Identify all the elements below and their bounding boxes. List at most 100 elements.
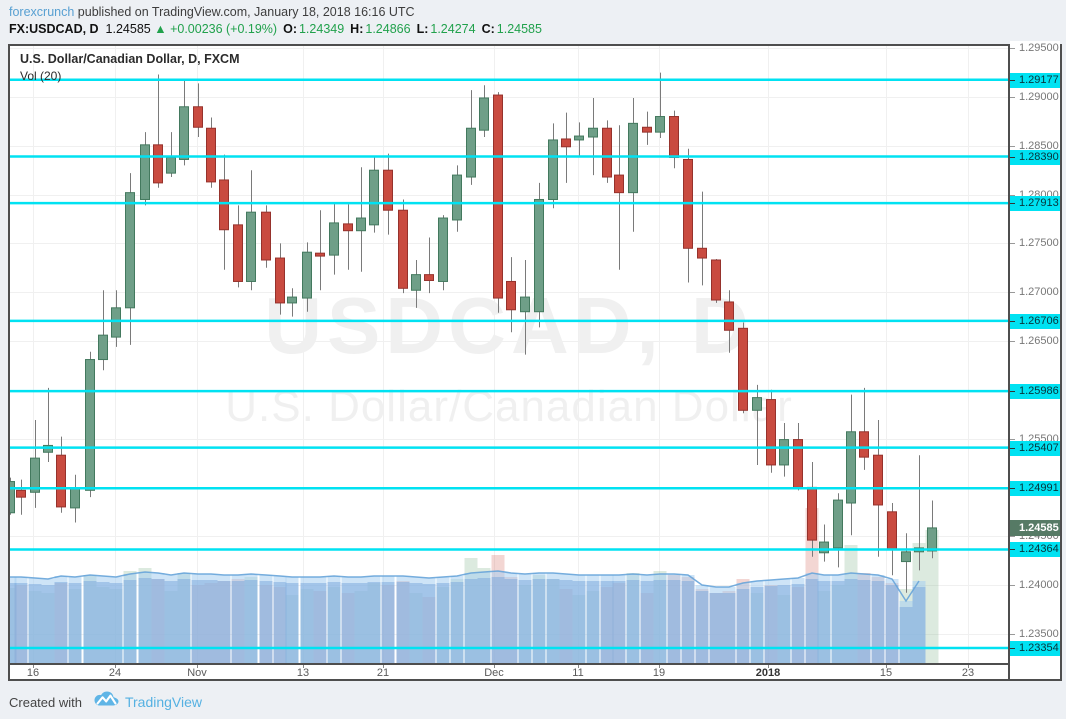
volume-ma-bar (164, 581, 178, 663)
volume-ma-bar (204, 580, 218, 663)
volume-ma-bar (300, 583, 314, 663)
candle-up (574, 135, 584, 141)
candle-down (16, 489, 26, 498)
candle-up (628, 122, 638, 194)
candle-down (275, 257, 285, 304)
candle-up (140, 144, 150, 200)
volume-ma-bar (450, 582, 464, 663)
volume-ma-bar (285, 583, 299, 663)
volume-ma-bar (640, 581, 654, 663)
footer: Created with TradingView (9, 690, 202, 714)
candle-up (479, 97, 489, 131)
level-price-tag: 1.23354 (1010, 641, 1060, 656)
candle-up (548, 139, 558, 200)
volume-ma-bar (546, 579, 560, 663)
time-label: Dec (484, 667, 504, 679)
time-label: 21 (376, 667, 390, 679)
axis-separator-horizontal (10, 663, 1008, 665)
published-text: published on TradingView.com, January 18… (74, 5, 415, 19)
candle-down (711, 259, 721, 301)
volume-ma-bar (259, 581, 273, 663)
candle-up (179, 106, 189, 160)
volume-ma-bar (559, 580, 573, 663)
candle-up (779, 439, 789, 466)
candle-up (356, 217, 366, 232)
source-link[interactable]: forexcrunch (9, 5, 75, 19)
volume-ma-bar (491, 577, 505, 663)
candle-down (766, 399, 776, 466)
volume-ma-bar (313, 583, 327, 663)
time-label: 23 (961, 667, 975, 679)
last-price-tag: 1.24585 (1010, 520, 1060, 536)
volume-ma-bar (709, 593, 723, 663)
candle-up (901, 551, 911, 563)
candle-down (315, 252, 325, 257)
volume-ma-bar (681, 581, 695, 663)
candle-down (56, 454, 66, 508)
volume-ma-bar (817, 581, 831, 663)
volume-ma-bar (586, 581, 600, 663)
candle-up (752, 397, 762, 411)
volume-ma-bar (572, 581, 586, 663)
tradingview-link[interactable]: TradingView (124, 694, 203, 710)
last-price: 1.24585 (105, 22, 151, 36)
volume-ma-bar (231, 581, 245, 663)
time-label: 19 (652, 667, 666, 679)
volume-ma-bar (367, 582, 381, 663)
ohlc-values: O: 1.24349 H: 1.24866 L: 1.24274 C: 1.24585 (277, 22, 542, 36)
volume-ma-bar (341, 583, 355, 663)
price-label: 1.28500 (1010, 139, 1060, 153)
candle-up (452, 174, 462, 221)
axis-separator-vertical (1008, 46, 1010, 679)
time-label: 2018 (755, 667, 781, 679)
volume-bar (925, 530, 939, 663)
volume-ma-bar (695, 591, 709, 663)
volume-ma-bar (477, 578, 491, 663)
candle-up (411, 274, 421, 291)
candle-up (85, 359, 95, 491)
price-axis[interactable]: 1.29500 1.29000 1.28500 1.28000 1.27500 1.270… (1010, 41, 1060, 663)
symbol-info-line: FX:USDCAD, D 1.24585 ▲ +0.00236 (+0.19%)… (9, 22, 542, 36)
volume-ma-bar (381, 582, 395, 663)
candle-down (697, 247, 707, 259)
candle-down (424, 274, 434, 281)
candle-up (98, 334, 108, 361)
time-tick (768, 664, 769, 668)
level-price-tag: 1.24364 (1010, 542, 1060, 557)
time-tick (968, 664, 969, 668)
time-axis[interactable]: 16 24 Nov 13 21 Dec 11 19 2018 15 23 (10, 664, 1008, 679)
volume-ma-bar (764, 586, 778, 663)
candle-down (738, 327, 748, 411)
candle-up (833, 499, 843, 549)
volume-ma-bar (396, 582, 410, 663)
level-price-tag: 1.24991 (1010, 481, 1060, 496)
volume-ma-line (10, 570, 920, 603)
level-price-tag: 1.25986 (1010, 384, 1060, 399)
candle-down (506, 280, 516, 311)
volume-ma-bar (96, 582, 110, 663)
volume-ma-bar (885, 585, 899, 663)
level-price-tag: 1.28390 (1010, 150, 1060, 165)
candle-down (233, 224, 243, 282)
candle-up (111, 307, 121, 338)
candle-down (261, 211, 271, 261)
candle-down (343, 223, 353, 232)
volume-ma-bar (791, 584, 805, 663)
candle-up (438, 217, 448, 282)
time-tick (659, 664, 660, 668)
volume-ma-bar (436, 583, 450, 663)
chart-legend: U.S. Dollar/Canadian Dollar, D, FXCM Vol… (20, 52, 239, 83)
candle-down (383, 169, 393, 211)
volume-ma-bar (667, 580, 681, 663)
candle-up (329, 222, 339, 256)
time-tick (303, 664, 304, 668)
candle-up (927, 527, 937, 552)
symbol-label: FX:USDCAD, D (9, 22, 99, 36)
ohlc-value: 1.24585 (496, 22, 542, 36)
time-label: 11 (572, 667, 584, 679)
candlestick-chart[interactable] (10, 46, 1008, 663)
volume-ma-bar (123, 580, 137, 663)
time-tick (494, 664, 495, 668)
chart-plot-area[interactable]: USDCAD, D U.S. Dollar/Canadian Dollar U.… (10, 46, 1008, 663)
